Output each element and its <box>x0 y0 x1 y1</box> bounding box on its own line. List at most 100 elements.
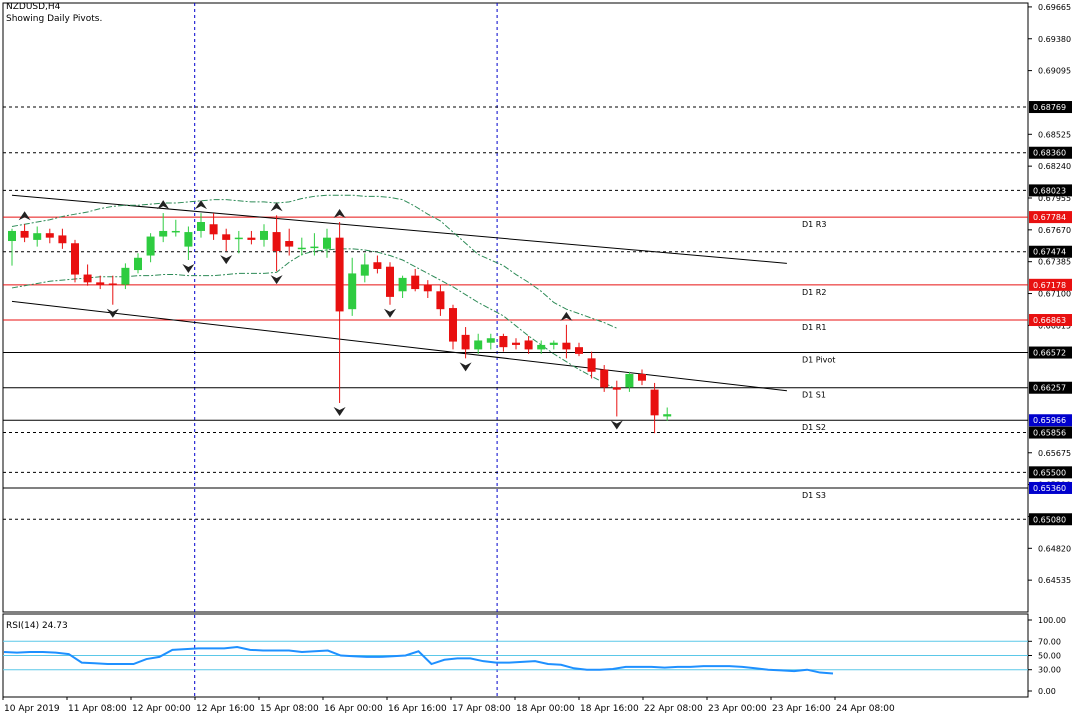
price-label: 0.66572 <box>1033 349 1066 358</box>
candle-body <box>134 257 142 271</box>
price-label: 0.67784 <box>1033 213 1066 222</box>
price-tick-label: 0.64820 <box>1038 544 1071 553</box>
price-label-box <box>1029 314 1072 327</box>
candle-body <box>348 273 357 310</box>
candle-body <box>373 262 382 269</box>
price-label: 0.65856 <box>1033 429 1066 438</box>
fractal-arrow-mark <box>157 200 170 210</box>
candle-body <box>461 334 470 350</box>
pivot-label: D1 R1 <box>802 323 826 332</box>
price-label-box <box>1029 513 1072 526</box>
candle-body <box>121 267 130 285</box>
candle-body <box>575 347 583 354</box>
price-label: 0.67178 <box>1033 281 1066 290</box>
candle-body <box>184 232 193 247</box>
x-axis-label: 23 Apr 16:00 <box>772 704 831 714</box>
candle-body <box>197 222 205 231</box>
candle-body <box>222 234 231 240</box>
candle-body <box>449 308 457 342</box>
price-label: 0.65500 <box>1033 468 1066 477</box>
x-axis-label: 12 Apr 00:00 <box>132 704 191 714</box>
main-plot-frame <box>2 2 1029 613</box>
candle-body <box>260 230 268 240</box>
trendline <box>11 300 787 392</box>
pivot-label: D1 S1 <box>802 391 826 400</box>
candle-body <box>272 232 281 252</box>
fractal-arrow-mark <box>459 362 472 372</box>
candle-body <box>71 243 79 275</box>
x-axis-label: 17 Apr 08:00 <box>452 704 511 714</box>
price-label-box <box>1029 146 1072 159</box>
fractal-arrow-mark <box>220 255 233 265</box>
candle-body <box>411 275 420 290</box>
upper-envelope-line <box>11 194 618 329</box>
candle-body <box>512 342 520 345</box>
price-label-box <box>1029 426 1072 439</box>
fractal-arrow-mark <box>270 275 283 285</box>
rsi-line <box>3 645 834 675</box>
price-tick-label: 0.68240 <box>1038 162 1071 171</box>
candle-body <box>96 282 105 285</box>
candle-body <box>297 247 306 250</box>
fractal-arrow-mark <box>333 209 346 219</box>
candle-body <box>45 233 54 238</box>
price-label-box <box>1029 346 1072 359</box>
price-label: 0.65966 <box>1033 416 1066 425</box>
candle-body <box>285 241 294 247</box>
pivot-label: D1 R2 <box>802 288 826 297</box>
price-tick-label: 0.68525 <box>1038 130 1071 139</box>
rsi-tick-label: 0.00 <box>1038 687 1056 696</box>
price-label-box <box>1029 278 1072 291</box>
x-axis-label: 24 Apr 08:00 <box>836 704 895 714</box>
candle-body <box>638 373 646 381</box>
candle-body <box>8 230 16 242</box>
candle-body <box>386 266 394 297</box>
candle-body <box>159 230 168 237</box>
x-axis-label: 18 Apr 16:00 <box>580 704 639 714</box>
candle-body <box>474 340 483 350</box>
candle-body <box>146 236 155 256</box>
candle-body <box>650 389 659 416</box>
candle-body <box>423 284 432 292</box>
candle-body <box>335 237 344 312</box>
price-label: 0.66257 <box>1033 384 1066 393</box>
candle-body <box>108 283 117 285</box>
candle-body <box>625 373 634 388</box>
rsi-tick-label: 50.00 <box>1038 652 1061 661</box>
candle-body <box>234 237 243 240</box>
candle-body <box>499 335 508 348</box>
price-tick-label: 0.69380 <box>1038 35 1071 44</box>
price-label-box <box>1029 414 1072 427</box>
pivot-label: D1 R3 <box>802 220 826 229</box>
lower-envelope-line <box>11 248 618 391</box>
candle-body <box>549 342 558 345</box>
price-label: 0.68769 <box>1033 103 1066 112</box>
candle-body <box>171 230 180 233</box>
rsi-tick-label: 100.00 <box>1038 616 1066 625</box>
rsi-tick-label: 30.00 <box>1038 666 1061 675</box>
price-label: 0.66863 <box>1033 316 1066 325</box>
fractal-arrow-mark <box>18 211 31 221</box>
candle-body <box>398 277 407 292</box>
candle-body <box>562 342 571 350</box>
price-label: 0.68360 <box>1033 149 1066 158</box>
x-axis-label: 18 Apr 00:00 <box>516 704 575 714</box>
candle-body <box>612 387 621 390</box>
price-tick-label: 0.67955 <box>1038 194 1071 203</box>
chart-subtitle: Showing Daily Pivots. <box>6 14 103 24</box>
price-tick-label: 0.69665 <box>1038 3 1071 12</box>
price-tick-label: 0.64535 <box>1038 576 1071 585</box>
candle-body <box>33 233 42 240</box>
candle-body <box>537 344 546 350</box>
x-axis-label: 16 Apr 00:00 <box>324 704 383 714</box>
trendline <box>11 194 787 264</box>
price-tick-label: 0.69095 <box>1038 67 1071 76</box>
chart-symbol-title: NZDUSD,H4 <box>6 2 61 12</box>
x-axis-label: 22 Apr 08:00 <box>644 704 703 714</box>
candle-body <box>83 274 92 283</box>
fractal-arrow-mark <box>195 200 207 210</box>
pivot-label: D1 S2 <box>802 423 826 432</box>
rsi-label: RSI(14) 24.73 <box>6 621 68 631</box>
candle-body <box>600 369 609 388</box>
